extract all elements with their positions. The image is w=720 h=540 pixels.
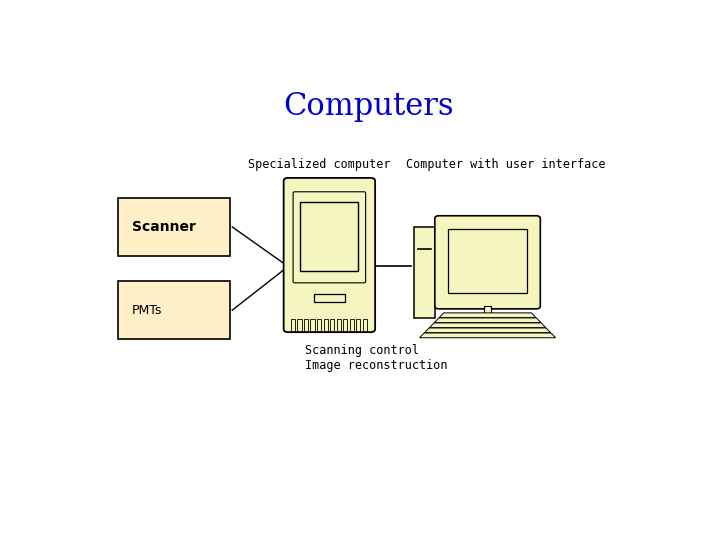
- FancyBboxPatch shape: [284, 178, 375, 332]
- Text: PMTs: PMTs: [132, 303, 162, 316]
- FancyBboxPatch shape: [435, 216, 540, 309]
- Text: Computers: Computers: [284, 91, 454, 122]
- Bar: [310, 319, 315, 331]
- Text: Computer with user interface: Computer with user interface: [406, 158, 606, 171]
- Polygon shape: [425, 328, 551, 333]
- Bar: [118, 198, 230, 256]
- Polygon shape: [429, 323, 546, 328]
- Bar: [343, 319, 347, 331]
- Bar: [413, 227, 435, 319]
- Bar: [323, 319, 328, 331]
- Bar: [350, 319, 354, 331]
- Bar: [118, 281, 230, 339]
- Bar: [448, 229, 528, 294]
- Bar: [337, 319, 341, 331]
- Bar: [363, 319, 367, 331]
- Text: Specialized computer: Specialized computer: [248, 158, 390, 171]
- Bar: [300, 202, 359, 271]
- Bar: [317, 319, 321, 331]
- Bar: [330, 319, 334, 331]
- Bar: [356, 319, 360, 331]
- Polygon shape: [434, 318, 541, 322]
- Bar: [314, 294, 345, 302]
- Bar: [477, 314, 498, 319]
- Polygon shape: [420, 333, 556, 338]
- FancyBboxPatch shape: [293, 192, 366, 283]
- Bar: [297, 319, 302, 331]
- Polygon shape: [439, 313, 536, 318]
- Bar: [304, 319, 308, 331]
- Text: Scanning control
Image reconstruction: Scanning control Image reconstruction: [305, 344, 447, 372]
- Text: Scanner: Scanner: [132, 220, 196, 234]
- Bar: [291, 319, 295, 331]
- Bar: [485, 306, 491, 316]
